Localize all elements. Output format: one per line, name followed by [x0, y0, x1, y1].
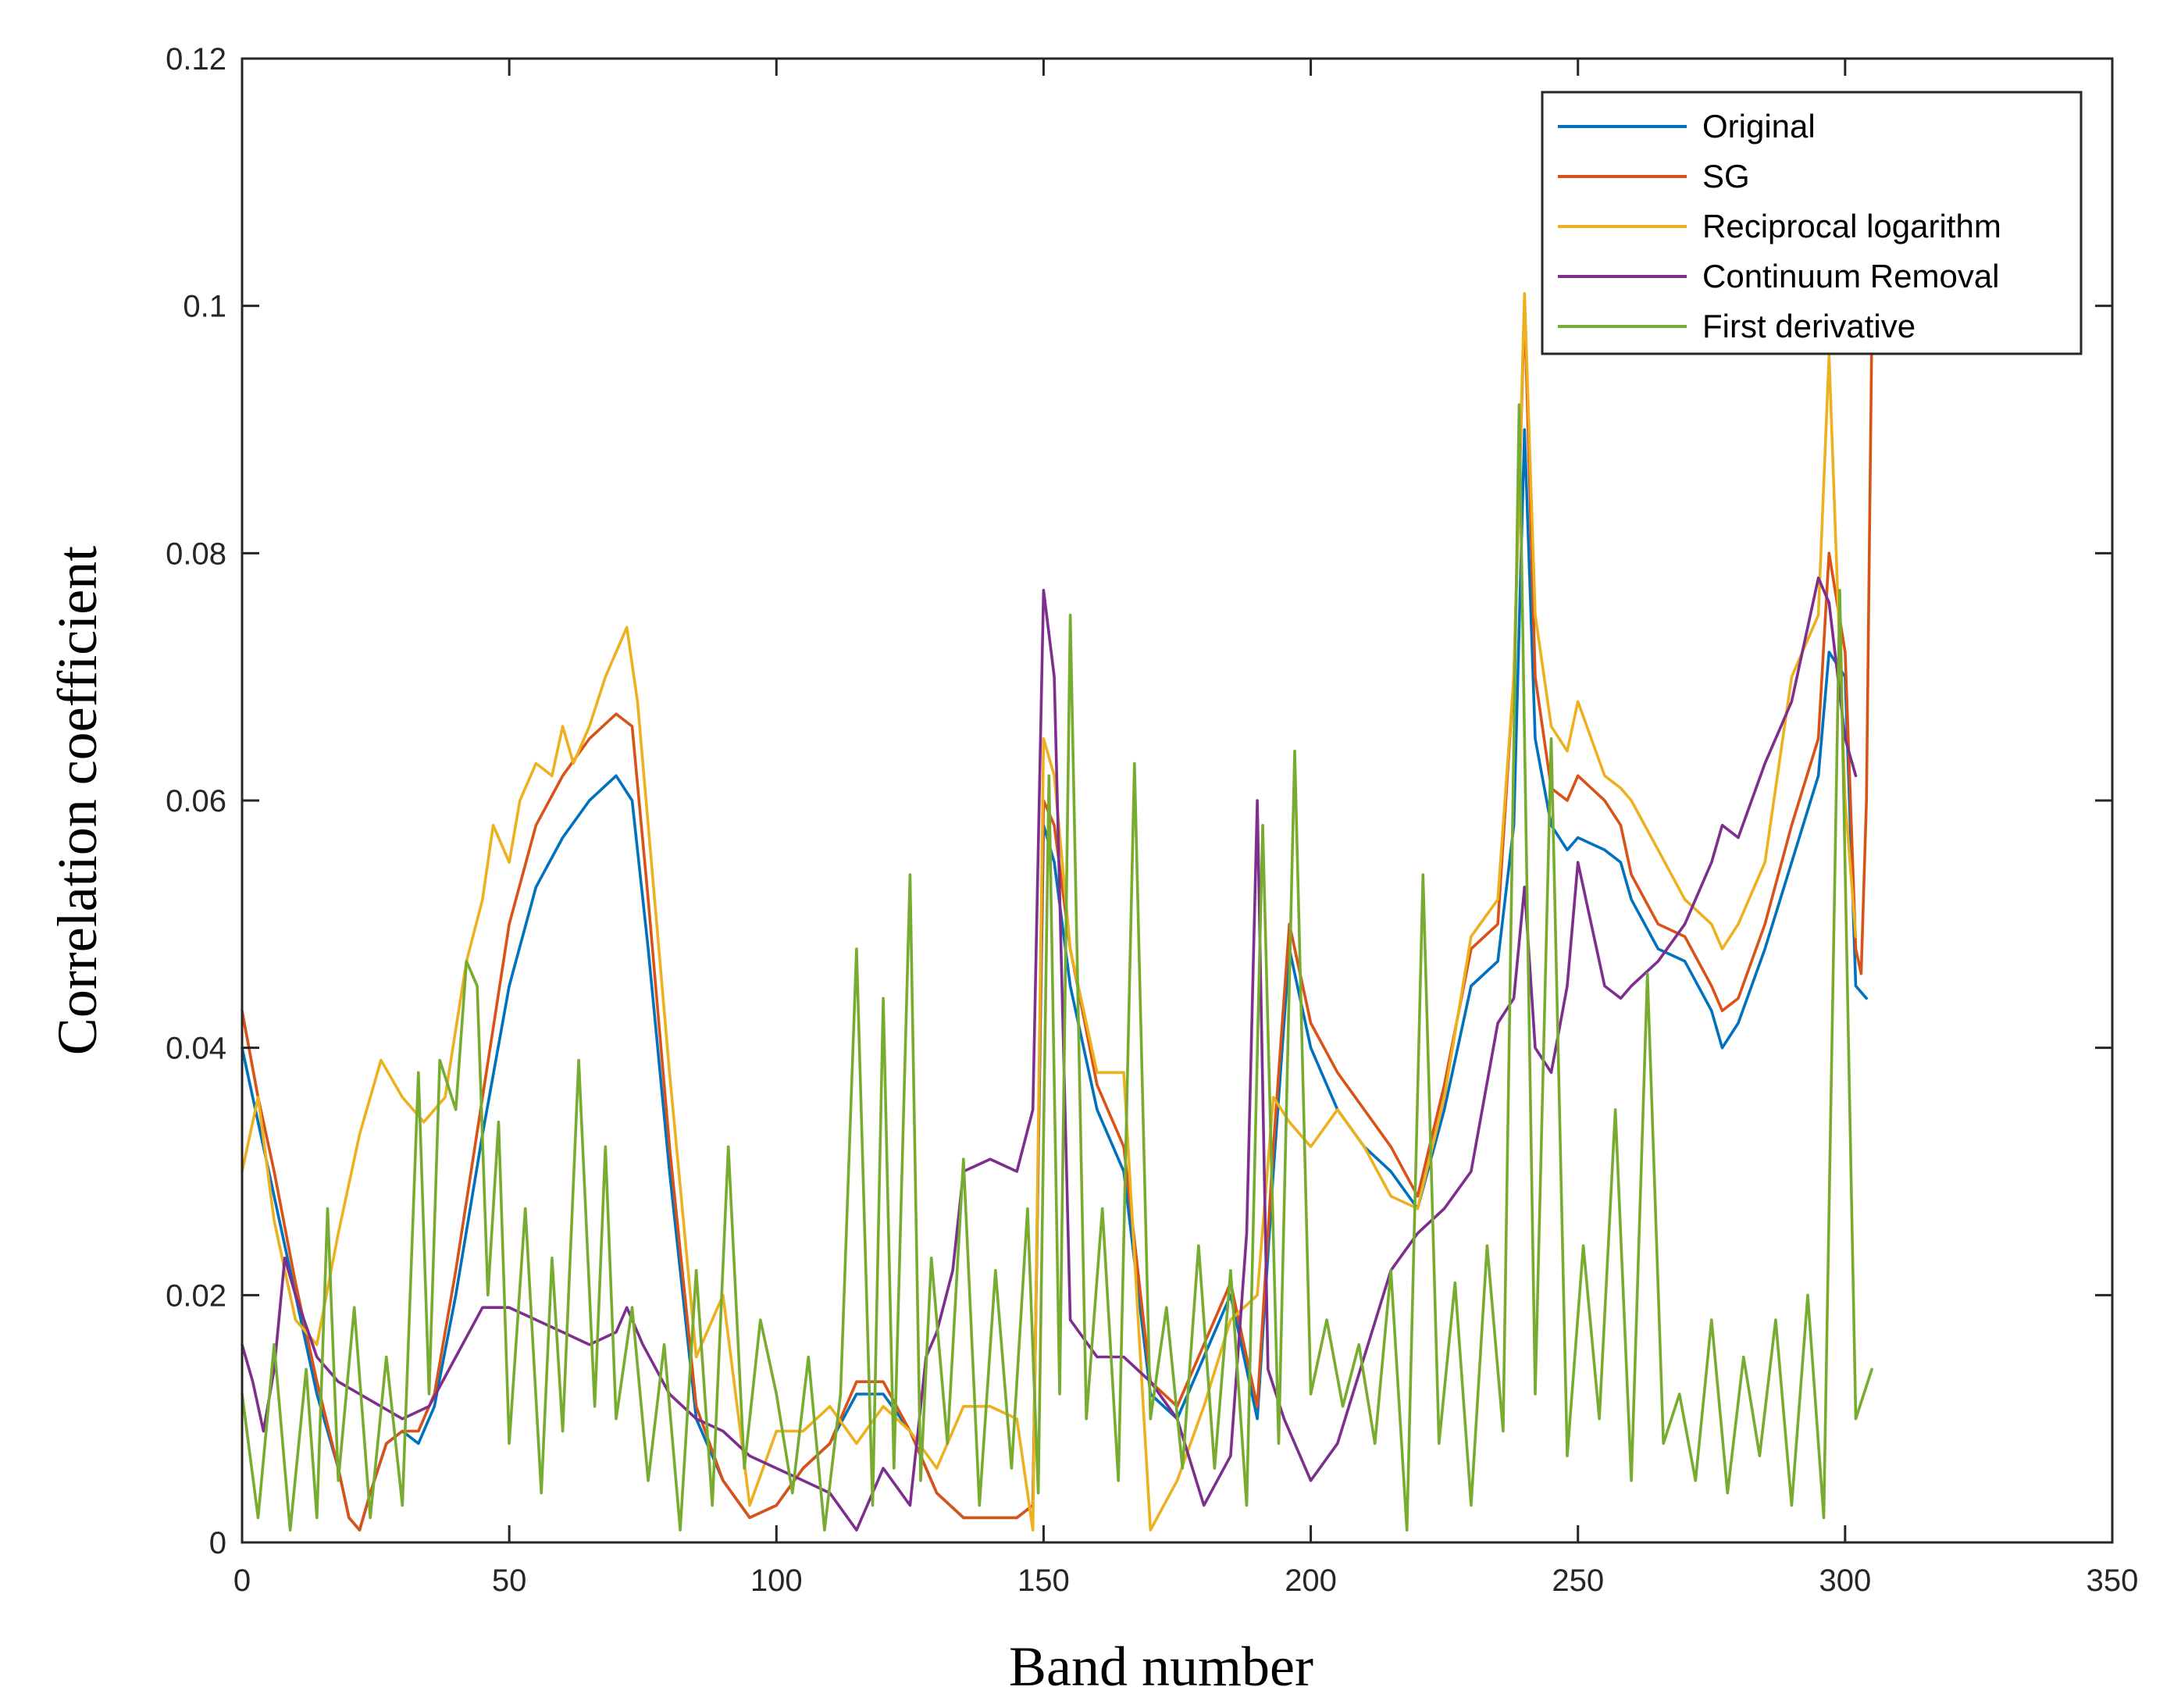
y-tick-label: 0.1	[183, 290, 226, 324]
y-axis-title: Correlation coefficient	[46, 546, 109, 1055]
y-tick-label: 0.06	[166, 784, 226, 818]
y-tick-label: 0.08	[166, 537, 226, 571]
legend-label-3: Continuum Removal	[1702, 258, 2000, 294]
x-tick-label: 100	[750, 1564, 803, 1598]
y-tick-label: 0.12	[166, 42, 226, 77]
series-line-0	[241, 428, 1868, 1531]
legend: Original SG Reciprocal logarithm Continuum …	[1541, 91, 2083, 355]
y-tick-label: 0	[209, 1526, 226, 1560]
legend-label-1: SG	[1702, 158, 1750, 194]
legend-box	[1541, 91, 2083, 355]
legend-label-2: Reciprocal logarithm	[1702, 208, 2001, 244]
y-tick-label: 0.02	[166, 1278, 226, 1313]
series-line-4	[241, 403, 1873, 1531]
legend-label-4: First derivative	[1702, 308, 1916, 344]
x-tick-label: 350	[2087, 1564, 2139, 1598]
y-tick-label: 0.04	[166, 1032, 226, 1066]
legend-label-0: Original	[1702, 108, 1816, 144]
series-line-2	[241, 291, 1858, 1531]
x-tick-label: 200	[1285, 1564, 1337, 1598]
x-tick-label: 150	[1017, 1564, 1070, 1598]
x-tick-label: 300	[1819, 1564, 1871, 1598]
x-axis-title: Band number	[1009, 1635, 1313, 1698]
x-tick-label: 0	[233, 1564, 251, 1598]
x-tick-label: 50	[492, 1564, 527, 1598]
x-tick-label: 250	[1552, 1564, 1604, 1598]
series-layer	[241, 291, 1873, 1531]
x-axis-ticks: 0 50 100 150 200 250 300 350	[233, 59, 2139, 1598]
series-line-3	[241, 576, 1858, 1531]
y-axis-ticks: 0 0.02 0.04 0.06 0.08 0.1 0.12	[166, 42, 2112, 1560]
